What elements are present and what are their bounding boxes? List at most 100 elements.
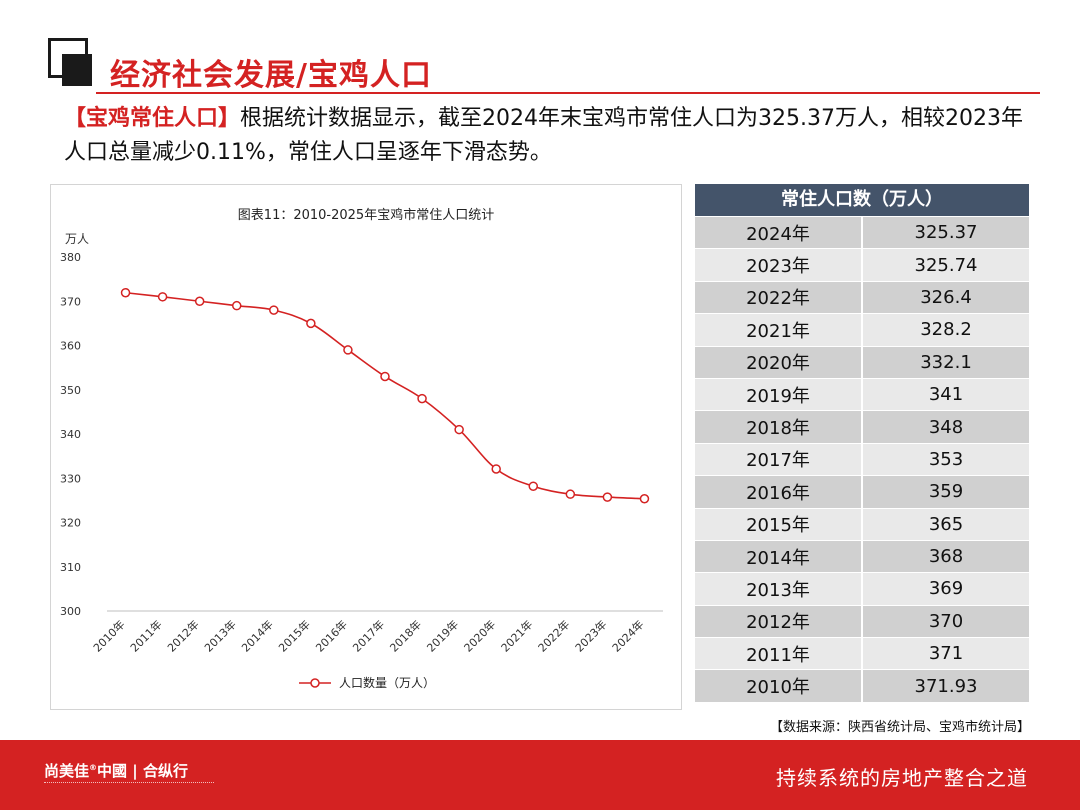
x-tick-label: 2017年	[350, 617, 387, 654]
data-point	[194, 296, 205, 306]
y-tick-label: 370	[60, 295, 81, 308]
page-title: 经济社会发展/宝鸡人口	[110, 58, 432, 93]
x-tick-label: 2012年	[164, 617, 201, 654]
chart-title: 图表11：2010-2025年宝鸡市常住人口统计	[237, 208, 495, 223]
value-cell: 348	[863, 411, 1029, 443]
y-tick-label: 300	[60, 605, 81, 618]
value-cell: 365	[863, 508, 1029, 540]
year-cell: 2010年	[695, 670, 863, 702]
table-row: 2017年 353	[695, 442, 1029, 476]
year-cell: 2011年	[695, 638, 863, 670]
data-point	[343, 345, 353, 355]
data-point	[639, 493, 650, 504]
brand-country: 中國	[97, 762, 128, 780]
series-line	[125, 291, 645, 500]
value-cell: 325.37	[863, 217, 1029, 249]
data-point	[269, 305, 279, 315]
footer-bar: 尚美佳®中國 | 合纵行 持续系统的房地产整合之道	[0, 740, 1080, 810]
footer-brand-rule	[44, 782, 214, 784]
x-tick-label: 2013年	[201, 617, 238, 654]
value-cell: 326.4	[863, 281, 1029, 314]
value-cell: 359	[863, 476, 1029, 508]
year-cell: 2015年	[695, 508, 863, 540]
data-point	[491, 464, 501, 474]
x-tick-label: 2019年	[424, 617, 461, 654]
table-row: 2014年 368	[695, 539, 1029, 573]
population-table: 常住人口数（万人） 2024年 325.37 2023年 325.74 2022年 326…	[695, 184, 1029, 702]
x-tick-label: 2023年	[572, 617, 609, 654]
value-cell: 325.74	[863, 249, 1029, 281]
footer-brand: 尚美佳®中國 | 合纵行	[44, 762, 188, 780]
table-header: 常住人口数（万人）	[695, 184, 1029, 216]
value-cell: 371	[863, 638, 1029, 670]
year-cell: 2020年	[695, 346, 863, 378]
x-tick-label: 2021年	[498, 617, 535, 654]
table-row: 2024年 325.37	[695, 216, 1029, 249]
intro-paragraph: 【宝鸡常住人口】根据统计数据显示，截至2024年末宝鸡市常住人口为325.37万…	[64, 102, 1039, 170]
x-tick-label: 2020年	[461, 617, 498, 654]
year-cell: 2018年	[695, 411, 863, 443]
intro-text: 根据统计数据显示，截至2024年末宝鸡市常住人口为325.37万人，相较2023…	[64, 106, 1023, 165]
intro-highlight: 【宝鸡常住人口】	[64, 106, 241, 131]
year-cell: 2019年	[695, 378, 863, 411]
table-row: 2011年 371	[695, 637, 1029, 670]
y-tick-label: 360	[60, 340, 81, 353]
legend-marker	[310, 678, 320, 688]
x-tick-label: 2018年	[387, 617, 424, 654]
y-tick-label: 330	[60, 472, 81, 485]
table-row: 2012年 370	[695, 604, 1029, 638]
data-point	[417, 393, 427, 404]
title-divider	[96, 92, 1040, 94]
value-cell: 369	[863, 573, 1029, 605]
year-cell: 2013年	[695, 573, 863, 605]
table-row: 2018年 348	[695, 410, 1029, 443]
year-cell: 2017年	[695, 443, 863, 476]
year-cell: 2023年	[695, 249, 863, 281]
y-tick-label: 340	[60, 428, 81, 441]
table-row: 2010年 371.93	[695, 669, 1029, 702]
year-cell: 2012年	[695, 605, 863, 638]
value-cell: 328.2	[863, 314, 1029, 346]
table-row: 2013年 369	[695, 572, 1029, 605]
data-point	[565, 489, 576, 499]
table-row: 2022年 326.4	[695, 280, 1029, 314]
data-point	[602, 492, 613, 502]
x-tick-label: 2010年	[90, 617, 127, 654]
brand-mark: ®	[89, 763, 98, 772]
y-axis-unit: 万人	[65, 232, 90, 246]
value-cell: 332.1	[863, 346, 1029, 378]
x-tick-label: 2024年	[609, 617, 646, 654]
year-cell: 2016年	[695, 476, 863, 508]
year-cell: 2014年	[695, 540, 863, 573]
y-tick-label: 310	[60, 561, 81, 574]
table-row: 2019年 341	[695, 377, 1029, 411]
table-row: 2015年 365	[695, 507, 1029, 540]
y-tick-label: 380	[60, 251, 81, 264]
value-cell: 370	[863, 605, 1029, 638]
footer-slogan: 持续系统的房地产整合之道	[776, 766, 1028, 790]
x-tick-label: 2014年	[238, 617, 275, 654]
line-chart: 图表11：2010-2025年宝鸡市常住人口统计 万人 300 310 320 330…	[50, 184, 682, 710]
data-point	[306, 318, 316, 329]
table-body: 2024年 325.37 2023年 325.74 2022年 326.4 2021年 328…	[695, 216, 1029, 702]
year-cell: 2024年	[695, 217, 863, 249]
data-point	[454, 424, 464, 435]
data-point	[231, 300, 242, 311]
table-row: 2021年 328.2	[695, 313, 1029, 346]
brand-partner: 合纵行	[142, 762, 188, 780]
logo-mark	[48, 38, 96, 86]
value-cell: 368	[863, 540, 1029, 573]
data-source: 【数据来源：陕西省统计局、宝鸡市统计局】	[769, 720, 1030, 735]
y-tick-label: 320	[60, 517, 81, 530]
table-row: 2016年 359	[695, 475, 1029, 508]
table-row: 2020年 332.1	[695, 345, 1029, 378]
x-tick-label: 2011年	[127, 617, 164, 654]
brand-name: 尚美佳	[44, 762, 90, 780]
value-cell: 341	[863, 378, 1029, 411]
table-row: 2023年 325.74	[695, 248, 1029, 281]
x-tick-label: 2015年	[276, 617, 313, 654]
x-tick-label: 2022年	[535, 617, 572, 654]
value-cell: 353	[863, 443, 1029, 476]
data-point	[120, 287, 131, 298]
